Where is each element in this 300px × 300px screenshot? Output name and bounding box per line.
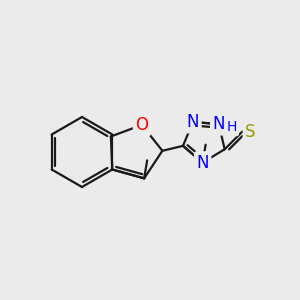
Text: H: H xyxy=(226,120,237,134)
Text: N: N xyxy=(196,154,209,172)
Text: N: N xyxy=(187,113,199,131)
Text: O: O xyxy=(135,116,148,134)
Text: N: N xyxy=(212,115,225,133)
Text: S: S xyxy=(245,123,256,141)
